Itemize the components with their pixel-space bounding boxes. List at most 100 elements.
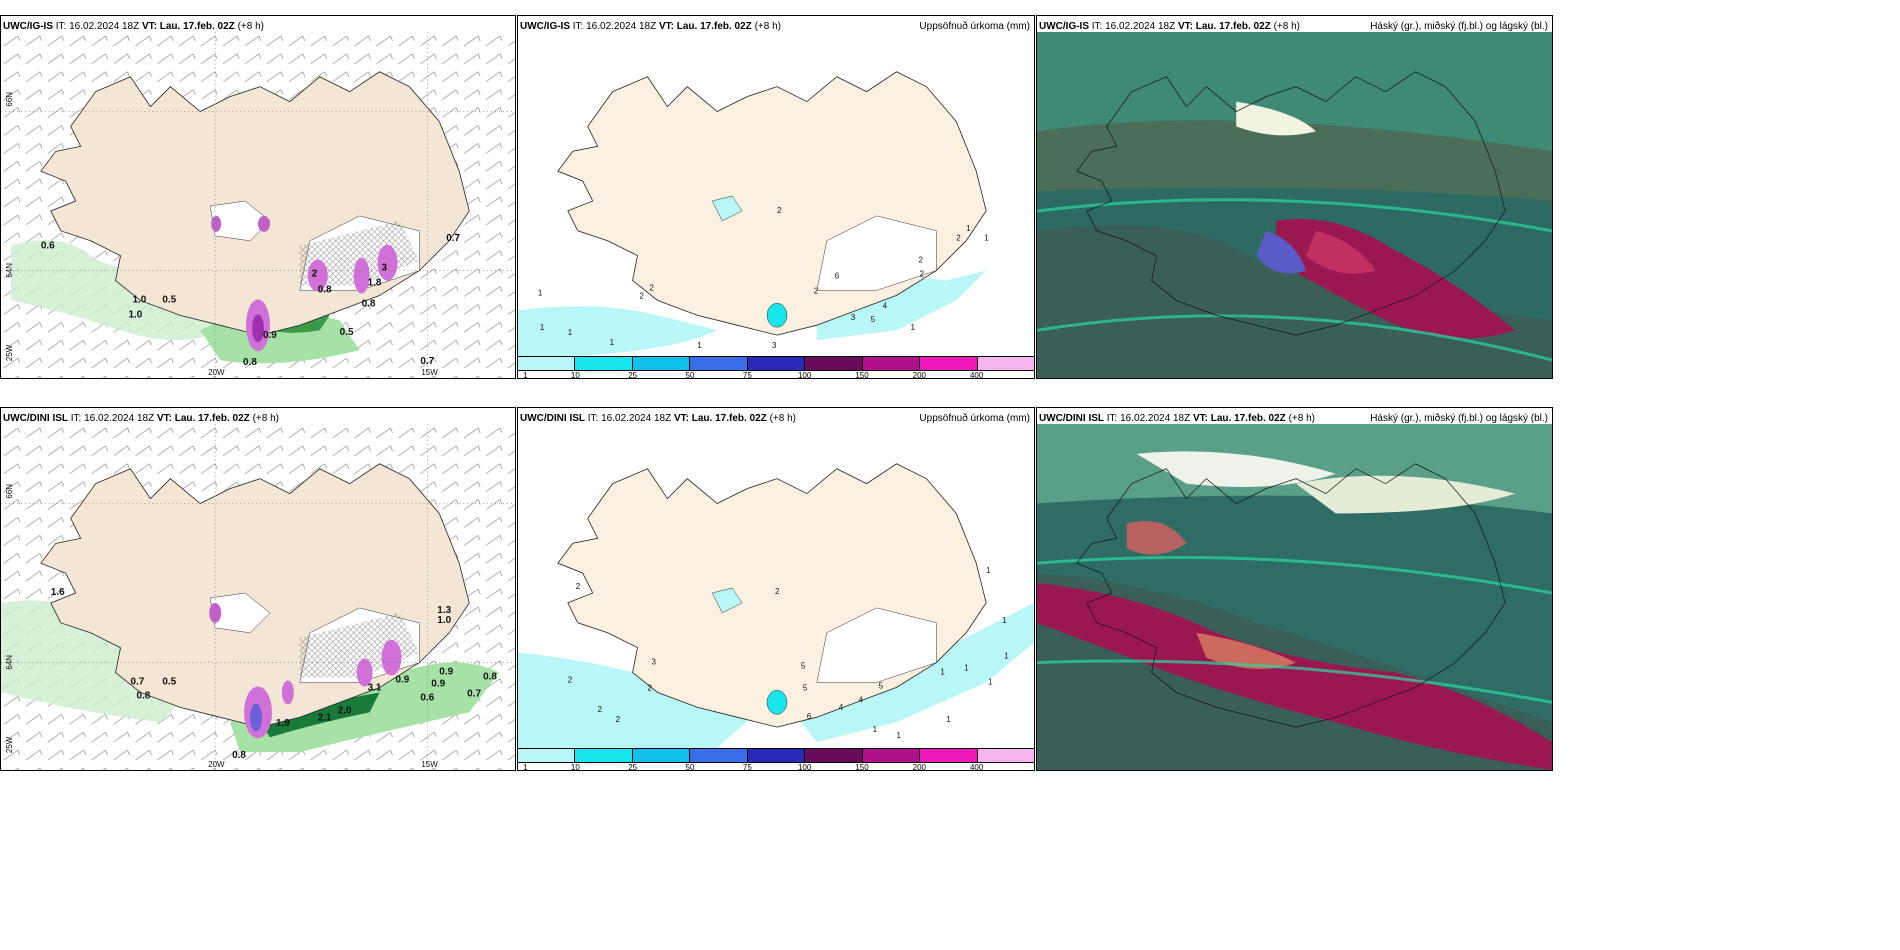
panel-title: Uppsöfnuð úrkoma (mm) [919,413,1030,424]
precip-label: 1 [538,288,543,297]
lat-label: 66N [5,92,14,107]
iceland-map: 2 2 2 2 2 3 2 5 5 4 6 5 4 1 1 1 1 1 1 1 … [518,463,1034,748]
colorbar-tick-label: 50 [685,763,695,771]
cloud-map [1037,32,1552,378]
precip-label: 1 [568,328,573,337]
wind-label: 0.8 [232,750,246,761]
wind-label: 0.8 [318,285,332,296]
wind-label: 3 [382,263,388,274]
lon-label: 25W [5,344,14,361]
precip-label: 1 [966,224,971,233]
valid-time: Lau. 17.feb. 02Z [1195,21,1271,32]
precip-label: 2 [814,286,819,295]
colorbar-cells [518,356,1034,371]
precip-label: 1 [984,234,989,243]
precip-label: 1 [697,341,702,350]
precip-panel-igis: UWC/IG-IS IT: 16.02.2024 18Z VT: Lau. 17… [517,15,1035,379]
precip-label: 2 [649,283,654,292]
panel-title: Uppsöfnuð úrkoma (mm) [919,21,1030,32]
colorbar-tick-label: 150 [855,371,869,379]
precip-label: 2 [568,675,573,684]
map-area: 1.6 0.7 0.5 0.8 1.9 2.1 2.0 3.1 0.9 0.9 … [1,424,515,770]
wind-label: 1.0 [129,309,143,320]
iceland-coastline [1076,463,1506,728]
lead-time: (+8 h) [754,21,781,32]
wind-label: 0.5 [162,294,176,305]
precip-label: 3 [772,341,777,350]
precip-label: 1 [610,338,615,347]
cloud-panel-igis: UWC/IG-IS IT: 16.02.2024 18Z VT: Lau. 17… [1036,15,1553,379]
model-name: UWC/IG-IS [520,21,570,32]
panel-title: Háský (gr.), miðský (fj.bl.) og lágský (… [1370,21,1548,32]
model-name: UWC/IG-IS [1039,21,1089,32]
model-name: UWC/IG-IS [3,21,53,32]
colorbar-cell [575,357,633,370]
colorbar-cell [920,357,978,370]
valid-time: Lau. 17.feb. 02Z [1210,413,1286,424]
wind-label: 0.7 [130,677,144,688]
iceland-map: 0.6 1.0 0.5 1.0 0.8 0.9 0.8 0.5 0.7 0.7 … [1,32,515,378]
lon-label: 20W [208,368,225,377]
map-area: 0.6 1.0 0.5 1.0 0.8 0.9 0.8 0.5 0.7 0.7 … [1,32,515,378]
lon-label: 15W [421,760,438,769]
cloud-panel-dini: UWC/DINI ISL IT: 16.02.2024 18Z VT: Lau.… [1036,407,1553,771]
map-area [1037,424,1552,770]
wind-label: 2.0 [338,705,352,716]
precip-label: 5 [803,683,808,692]
colorbar-tick-label: 75 [742,371,752,379]
wind-label: 0.6 [41,241,55,252]
colorbar-cell [747,357,806,370]
precip-label: 1 [986,566,991,575]
wind-label: 0.7 [420,356,434,367]
precip-label: 1 [988,677,993,686]
lon-label: 25W [5,736,14,753]
wind-label: 2.1 [318,712,332,723]
colorbar-ticks: 1 10 25 50 75 100 150 200 400 [518,763,1034,771]
colorbar-tick-label: 75 [742,763,752,771]
colorbar-tick-label: 10 [570,763,580,771]
wind-label: 0.9 [395,675,409,686]
precip-label: 3 [851,313,856,322]
wind-label: 1.9 [276,718,290,729]
panel-title: Háský (gr.), miðský (fj.bl.) og lágský (… [1370,413,1548,424]
precip-label: 2 [919,269,924,278]
iceland-map: 1 1 1 2 2 3 6 2 2 3 5 4 1 2 1 1 1 2 1 2 [518,71,989,356]
valid-time: Lau. 17.feb. 02Z [691,413,767,424]
wind-label: 0.6 [420,692,434,703]
colorbar-cells [518,748,1034,763]
colorbar-tick-label: 200 [912,371,927,379]
precip-label: 2 [576,582,581,591]
precip-label: 6 [835,271,840,280]
init-time: IT: 16.02.2024 18Z [70,413,155,424]
precip-label: 6 [807,712,812,721]
precip-label: 2 [777,206,782,215]
map-area [1037,32,1552,378]
precip-label: 5 [801,661,806,670]
colorbar-cell [632,357,691,370]
colorbar-cell [690,357,748,370]
colorbar-cell [805,749,863,762]
colorbar-cell [862,357,921,370]
colorbar-cell [920,749,978,762]
wind-precip-panel-dini: UWC/DINI ISL IT: 16.02.2024 18Z VT: Lau.… [0,407,516,771]
wind-label: 1.0 [132,294,146,305]
valid-prefix: VT: [156,413,172,424]
wind-label: 0.5 [162,677,176,688]
map-area: 2 2 2 2 2 3 2 5 5 4 6 5 4 1 1 1 1 1 1 1 … [518,424,1034,748]
precip-label: 2 [775,587,780,596]
valid-time: Lau. 17.feb. 02Z [159,21,235,32]
wind-label: 0.7 [467,688,481,699]
precip-label: 1 [910,323,915,332]
colorbar-cell [977,357,1034,370]
wind-label: 1.3 [437,605,451,616]
valid-prefix: VT: [1192,413,1208,424]
lead-time: (+8 h) [1288,413,1315,424]
colorbar-cell [977,749,1034,762]
wind-label: 3.1 [368,682,382,693]
lon-label: 15W [421,368,438,377]
colorbar-tick-label: 400 [969,763,984,771]
colorbar-cell [805,357,863,370]
precip-label: 2 [647,683,652,692]
lead-time: (+8 h) [237,21,264,32]
colorbar-cell [632,749,691,762]
